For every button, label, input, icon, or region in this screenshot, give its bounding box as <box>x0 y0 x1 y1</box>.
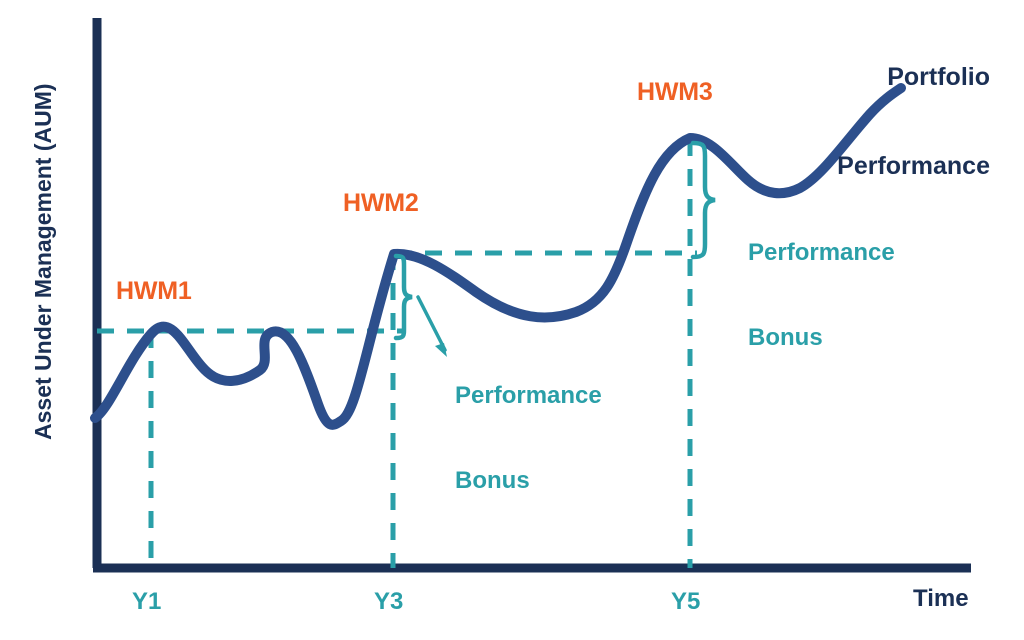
x-tick-label-y3: Y3 <box>374 588 404 615</box>
hwm2-label: HWM2 <box>343 189 419 217</box>
hwm1-label: HWM1 <box>116 277 192 305</box>
hwm2-bonus-bracket <box>393 253 413 341</box>
x-tick-label-y1: Y1 <box>132 588 162 615</box>
portfolio-performance-curve <box>90 83 906 430</box>
bonus2-line2: Bonus <box>748 323 823 351</box>
series-title-line1: Portfolio <box>887 63 990 91</box>
bonus1-arrow-head <box>435 343 447 357</box>
performance-bonus-annotation-2: Performance Bonus <box>748 182 895 409</box>
hwm3-label: HWM3 <box>637 78 713 106</box>
bonus2-line1: Performance <box>748 238 895 266</box>
series-title-line2: Performance <box>837 151 990 180</box>
x-axis-title: Time <box>913 585 969 612</box>
bonus1-line2: Bonus <box>455 466 530 494</box>
x-tick-label-y5: Y5 <box>671 588 701 615</box>
bonus1-line1: Performance <box>455 381 602 409</box>
series-title: Portfolio Performance <box>790 4 990 240</box>
performance-bonus-annotation-1: Performance Bonus <box>455 325 602 552</box>
hwm3-bonus-bracket <box>690 140 716 260</box>
y-axis-title: Asset Under Management (AUM) <box>30 83 56 440</box>
bonus1-arrow-line <box>416 295 447 352</box>
